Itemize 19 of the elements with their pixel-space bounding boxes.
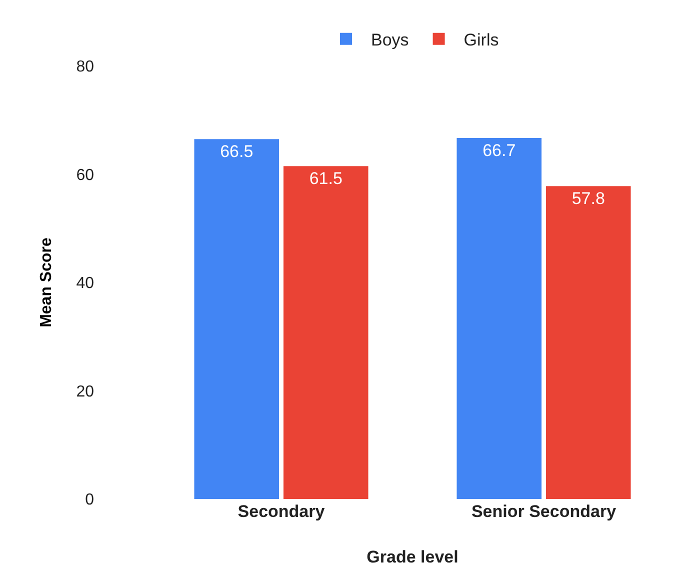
x-tick-label: Secondary (238, 502, 326, 521)
bar (546, 186, 631, 499)
y-tick-label: 60 (76, 166, 94, 184)
y-tick-label: 0 (85, 492, 94, 509)
y-tick-label: 40 (76, 275, 94, 292)
y-axis-title: Mean Score (38, 237, 56, 328)
legend-label: Girls (464, 30, 499, 50)
data-label: 57.8 (572, 189, 605, 208)
bar (456, 138, 542, 499)
legend-label: Boys (371, 30, 409, 50)
data-label: 66.5 (220, 142, 254, 162)
data-label: 66.7 (482, 140, 516, 160)
y-tick-label: 20 (76, 383, 94, 400)
x-axis-title: Grade level (366, 547, 458, 566)
bar (194, 139, 280, 499)
y-tick-label: 80 (76, 58, 94, 76)
data-label: 61.5 (309, 169, 342, 188)
bar (283, 166, 368, 499)
x-tick-label: Senior Secondary (471, 502, 617, 521)
